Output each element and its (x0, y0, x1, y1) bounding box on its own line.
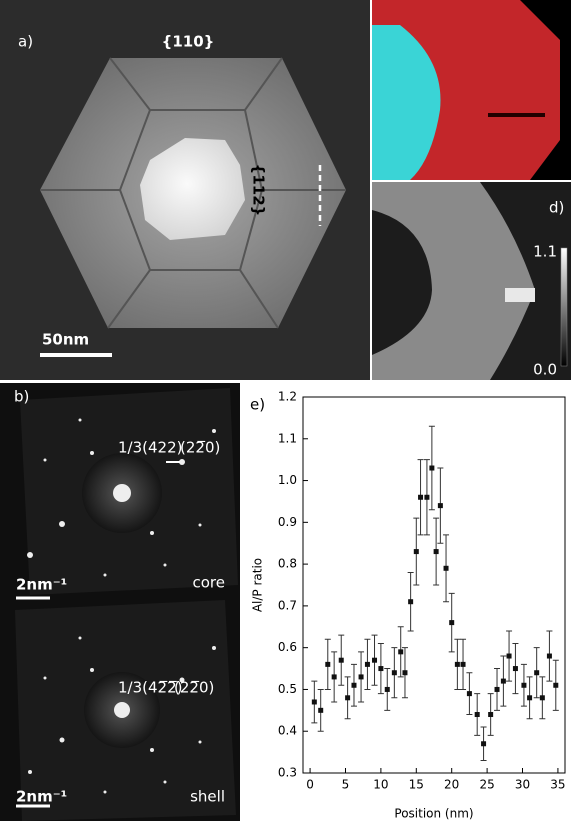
x-tick-label: 30 (515, 778, 530, 792)
index-label: (22̅0) (180, 439, 220, 457)
data-point (481, 741, 486, 746)
data-point (418, 495, 423, 500)
x-tick-label: 10 (373, 778, 388, 792)
data-point (385, 687, 390, 692)
panel-d: d) 1.1 0.0 (372, 182, 571, 380)
y-tick-label: 1.1 (278, 431, 297, 445)
data-point (547, 654, 552, 659)
y-tick-label: 0.4 (278, 724, 297, 738)
y-axis-title: Al/P ratio (251, 558, 265, 612)
data-point (408, 599, 413, 604)
panel-b: b) 1/3(422) (22̅0) 2nm⁻¹ core 1/3(42̅2̅)… (0, 383, 240, 821)
data-point (521, 683, 526, 688)
x-tick-label: 25 (479, 778, 494, 792)
panel-a: a) {110} {112} 50nm (0, 0, 370, 380)
caption: shell (190, 788, 225, 806)
data-point (351, 683, 356, 688)
panel-label: c) (552, 15, 566, 33)
figure: a) {110} {112} 50nm c) d) 1.1 0.0 (0, 0, 571, 821)
y-tick-label: 0.8 (278, 557, 297, 571)
panel-c: c) (372, 0, 571, 180)
colorbar (561, 248, 567, 366)
data-point (359, 674, 364, 679)
data-point (467, 691, 472, 696)
caption: core (193, 574, 226, 592)
y-tick-label: 1.2 (278, 390, 297, 404)
page: {"panels": { "a": {"label": "a)", "facet… (0, 0, 571, 821)
data-point (402, 670, 407, 675)
data-point (372, 658, 377, 663)
data-point (318, 708, 323, 713)
panel-label: d) (549, 199, 564, 217)
data-point (475, 712, 480, 717)
data-point (540, 695, 545, 700)
data-point (495, 687, 500, 692)
data-point (378, 666, 383, 671)
colorbar-max: 1.1 (533, 243, 557, 261)
data-point (449, 620, 454, 625)
data-point (534, 670, 539, 675)
x-tick-label: 15 (409, 778, 424, 792)
data-point (527, 695, 532, 700)
index-label: 1/3(42̅2̅) (118, 679, 182, 697)
y-tick-label: 0.3 (278, 766, 297, 780)
y-tick-label: 0.9 (278, 515, 297, 529)
panel-e: e) Al/P ratio Position (nm) 0.3 0.4 0.5 0.6… (250, 390, 566, 821)
y-tick-label: 0.5 (278, 682, 297, 696)
y-tick-label: 1.0 (278, 473, 297, 487)
scale-bar-label: 50nm (42, 331, 89, 349)
data-point (392, 670, 397, 675)
data-point (312, 699, 317, 704)
data-point (455, 662, 460, 667)
x-axis-title: Position (nm) (394, 807, 473, 821)
data-point (553, 683, 558, 688)
data-point (398, 649, 403, 654)
data-point (488, 712, 493, 717)
data-point (345, 695, 350, 700)
data-point (507, 654, 512, 659)
y-tick-label: 0.7 (278, 598, 297, 612)
data-point (424, 495, 429, 500)
data-point (429, 466, 434, 471)
data-point (434, 549, 439, 554)
panel-label: b) (14, 388, 29, 406)
data-point (414, 549, 419, 554)
index-label: (22̅0) (174, 679, 214, 697)
y-tick-label: 0.6 (278, 640, 297, 654)
scale-bar-label: 2nm⁻¹ (16, 576, 67, 594)
panel-label: e) (250, 396, 265, 414)
x-tick-label: 20 (444, 778, 459, 792)
data-point (438, 503, 443, 508)
data-point (501, 679, 506, 684)
scale-bar-label: 2nm⁻¹ (16, 788, 67, 806)
x-tick-label: 35 (550, 778, 565, 792)
index-label: 1/3(422) (118, 439, 182, 457)
data-point (365, 662, 370, 667)
panel-label: a) (18, 33, 33, 51)
data-point (325, 662, 330, 667)
facet-label: {110} (162, 33, 215, 51)
facet-label: {112} (250, 164, 268, 217)
data-point (332, 674, 337, 679)
bright-spot (505, 288, 535, 302)
x-tick-label: 5 (342, 778, 350, 792)
x-tick-label: 0 (306, 778, 314, 792)
data-point (339, 658, 344, 663)
data-point (444, 566, 449, 571)
colorbar-min: 0.0 (533, 361, 557, 379)
data-point (461, 662, 466, 667)
data-point (513, 666, 518, 671)
